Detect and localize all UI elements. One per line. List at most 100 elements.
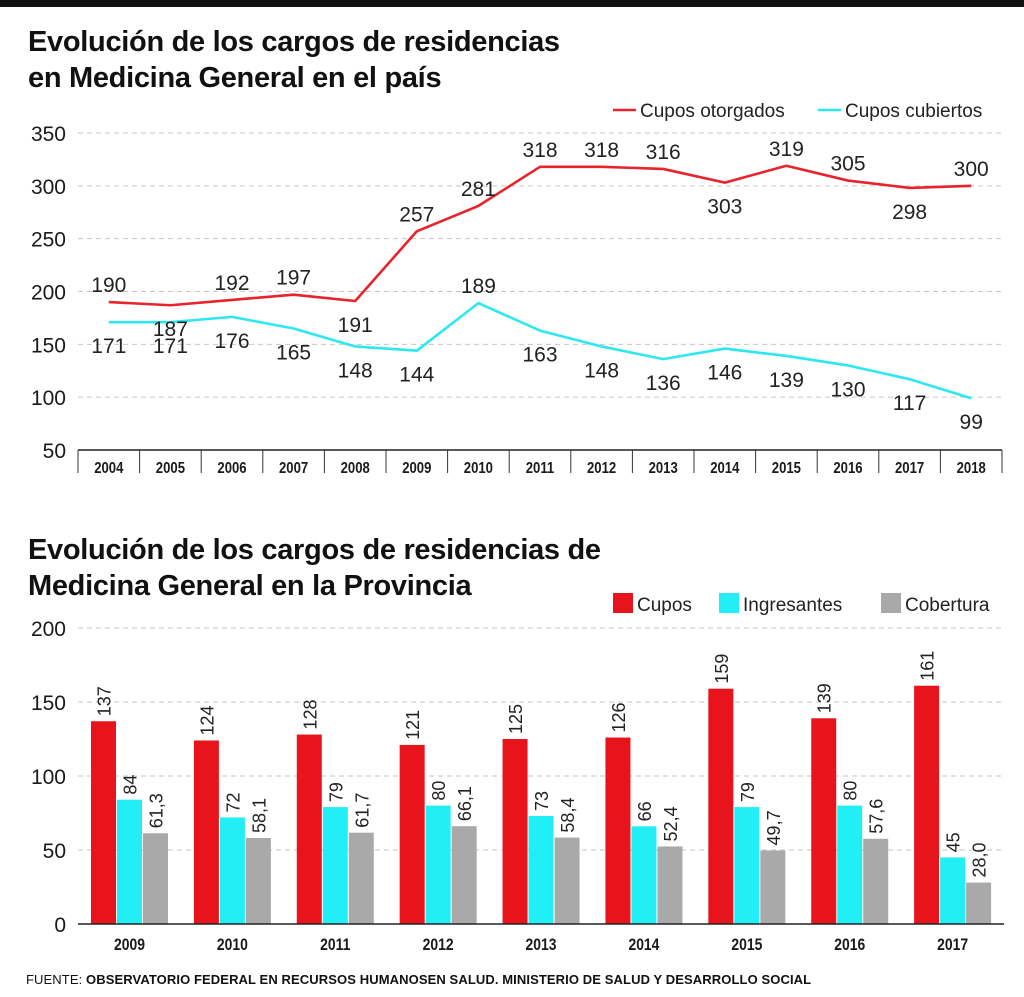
bar-cupos xyxy=(502,739,528,924)
data-label-cupos: 128 xyxy=(300,700,320,730)
data-label-cupos-otorgados: 305 xyxy=(830,153,865,176)
bar-cobertura xyxy=(657,846,683,924)
x-tick-label: 2007 xyxy=(279,460,308,477)
x-tick-label: 2012 xyxy=(587,460,616,477)
line-chart: 50 100 150 200 250 300 350 2004 2005 2006 2007 2008… xyxy=(31,101,1003,477)
data-label-cupos-cubiertos: 189 xyxy=(461,275,496,298)
data-label-cobertura: 28,0 xyxy=(970,843,990,878)
bar-cupos xyxy=(708,688,734,924)
y-tick-label: 350 xyxy=(31,123,66,146)
chart2-title: Evolución de los cargos de residencias d… xyxy=(28,532,601,604)
chart1-title-line2: en Medicina General en el país xyxy=(28,62,442,94)
data-label-cupos-cubiertos: 165 xyxy=(276,341,311,364)
data-label-ingresantes: 72 xyxy=(223,792,243,812)
bar-cobertura xyxy=(554,837,580,924)
legend-swatch-ingresantes xyxy=(719,593,739,613)
data-label-cupos-otorgados: 319 xyxy=(769,138,804,161)
chart1-title-line1: Evolución de los cargos de residencias xyxy=(28,26,560,58)
y-tick-label: 100 xyxy=(31,387,66,410)
x-tick-label: 2009 xyxy=(114,936,145,955)
y-tick-label: 0 xyxy=(54,914,66,937)
y-tick-label: 50 xyxy=(43,440,66,463)
data-label-cupos-otorgados: 316 xyxy=(646,141,681,164)
legend-label-cupos: Cupos xyxy=(637,595,692,616)
x-tick-label: 2010 xyxy=(217,936,248,955)
x-tick-label: 2015 xyxy=(772,460,801,477)
series-line-cupos-cubiertos xyxy=(108,301,972,400)
data-label-cupos: 137 xyxy=(95,686,115,716)
bar-chart: 0 50 100 150 200 137 84 61,3 2009 124 72 58,1 2010 12… xyxy=(31,593,1004,955)
data-label-cobertura: 66,1 xyxy=(455,786,475,821)
data-label-cupos-otorgados: 281 xyxy=(461,178,496,201)
data-label-cobertura: 52,4 xyxy=(661,806,681,841)
bar-ingresantes xyxy=(425,805,451,924)
bar-cobertura xyxy=(760,850,786,924)
data-label-cupos-otorgados: 303 xyxy=(707,196,742,219)
data-label-cupos-cubiertos: 171 xyxy=(153,335,188,358)
data-label-cobertura: 57,6 xyxy=(867,799,887,834)
bar-cupos xyxy=(91,721,116,924)
data-label-cupos-cubiertos: 130 xyxy=(830,378,865,401)
data-label-cupos: 159 xyxy=(712,654,732,684)
data-label-cupos: 124 xyxy=(197,705,217,735)
data-label-ingresantes: 80 xyxy=(841,781,861,801)
legend-swatch-cobertura xyxy=(881,593,901,613)
data-label-cupos: 161 xyxy=(918,651,938,681)
x-tick-label: 2014 xyxy=(628,936,659,955)
data-label-cupos-otorgados: 318 xyxy=(584,139,619,162)
y-tick-label: 300 xyxy=(31,176,66,199)
data-label-cupos-otorgados: 257 xyxy=(399,203,434,226)
bar-cupos xyxy=(811,718,837,924)
data-label-cupos-cubiertos: 146 xyxy=(707,362,742,385)
x-tick-label: 2012 xyxy=(423,936,454,955)
x-tick-label: 2008 xyxy=(341,460,370,477)
bar-cupos xyxy=(399,744,425,924)
bar-cobertura xyxy=(451,826,477,924)
data-label-cupos-otorgados: 318 xyxy=(522,139,557,162)
data-label-cupos-cubiertos: 148 xyxy=(338,359,373,382)
data-label-cupos-otorgados: 190 xyxy=(91,274,126,297)
x-tick-label: 2005 xyxy=(156,460,185,477)
data-label-ingresantes: 84 xyxy=(121,775,141,795)
legend-label-cupos-cubiertos: Cupos cubiertos xyxy=(845,101,982,122)
legend-label-cobertura: Cobertura xyxy=(905,595,990,616)
data-label-cupos-otorgados: 197 xyxy=(276,267,311,290)
data-label-ingresantes: 79 xyxy=(738,782,758,802)
chart1-title: Evolución de los cargos de residencias e… xyxy=(28,24,560,96)
data-label-cupos-cubiertos: 99 xyxy=(960,411,983,434)
data-label-cupos-cubiertos: 139 xyxy=(769,369,804,392)
x-tick-label: 2013 xyxy=(526,936,557,955)
bar-cobertura xyxy=(143,833,168,924)
x-tick-label: 2011 xyxy=(320,936,351,955)
data-label-ingresantes: 79 xyxy=(326,782,346,802)
data-label-cobertura: 61,7 xyxy=(352,793,372,828)
x-tick-label: 2009 xyxy=(402,460,431,477)
y-tick-label: 200 xyxy=(31,282,66,305)
data-label-cupos: 125 xyxy=(506,704,526,734)
x-tick-label: 2014 xyxy=(710,460,740,477)
y-tick-label: 100 xyxy=(31,766,66,789)
bar-cupos xyxy=(605,737,631,924)
bar-ingresantes xyxy=(734,807,760,924)
bar-cupos xyxy=(193,740,219,924)
x-tick-label: 2018 xyxy=(957,460,986,477)
legend-label-ingresantes: Ingresantes xyxy=(743,595,842,616)
data-label-cobertura: 58,1 xyxy=(249,798,269,833)
data-label-cobertura: 61,3 xyxy=(147,793,167,828)
source-note: FUENTE: OBSERVATORIO FEDERAL EN RECURSOS… xyxy=(26,972,811,987)
data-label-cupos: 121 xyxy=(403,710,423,740)
data-label-cupos: 126 xyxy=(609,702,629,732)
bar-cupos xyxy=(296,734,322,924)
data-label-cupos: 139 xyxy=(815,683,835,713)
data-label-cupos-otorgados: 191 xyxy=(338,314,373,337)
bar-ingresantes xyxy=(117,799,142,924)
legend-label-cupos-otorgados: Cupos otorgados xyxy=(640,101,785,122)
bar-cobertura xyxy=(348,832,374,924)
x-tick-label: 2017 xyxy=(937,936,968,955)
y-tick-label: 150 xyxy=(31,692,66,715)
chart2-title-line1: Evolución de los cargos de residencias d… xyxy=(28,534,601,566)
x-tick-label: 2006 xyxy=(217,460,246,477)
data-label-ingresantes: 45 xyxy=(944,832,964,852)
source-label: FUENTE: xyxy=(26,972,83,987)
bar-ingresantes xyxy=(219,817,245,924)
